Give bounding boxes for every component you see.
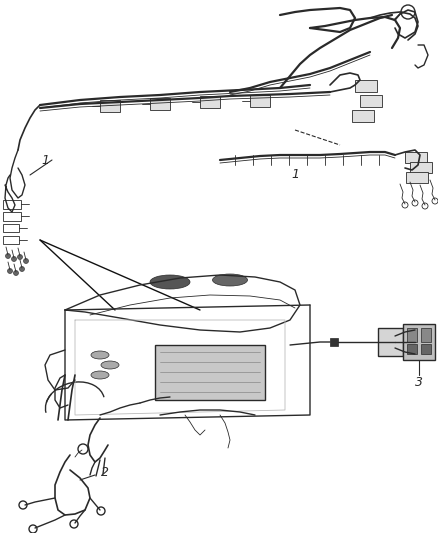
Bar <box>3 200 21 209</box>
Ellipse shape <box>212 274 247 286</box>
Bar <box>3 224 19 232</box>
Bar <box>410 162 432 173</box>
Bar <box>3 236 19 244</box>
Bar <box>421 328 431 342</box>
Text: 1: 1 <box>291 168 299 182</box>
Bar <box>100 100 120 112</box>
Bar <box>378 328 403 356</box>
Bar <box>355 80 377 92</box>
Bar <box>3 212 21 221</box>
Bar <box>150 98 170 110</box>
Circle shape <box>11 256 17 262</box>
Text: 1: 1 <box>41 154 49 166</box>
Bar <box>406 172 428 183</box>
Bar <box>200 96 220 108</box>
Bar <box>250 95 270 107</box>
Ellipse shape <box>91 371 109 379</box>
Bar <box>405 152 427 163</box>
Ellipse shape <box>150 275 190 289</box>
Text: 2: 2 <box>101 466 109 480</box>
Bar <box>403 324 435 360</box>
Circle shape <box>24 259 28 263</box>
Circle shape <box>6 254 11 259</box>
Bar <box>155 345 265 400</box>
Bar <box>421 344 431 354</box>
Bar <box>407 328 417 342</box>
Bar <box>352 110 374 122</box>
Bar <box>407 344 417 354</box>
Ellipse shape <box>101 361 119 369</box>
Circle shape <box>18 254 22 260</box>
Circle shape <box>7 269 13 273</box>
Bar <box>330 338 338 346</box>
Ellipse shape <box>91 351 109 359</box>
Text: 3: 3 <box>415 376 423 389</box>
Circle shape <box>20 266 25 271</box>
Bar <box>360 95 382 107</box>
Circle shape <box>14 271 18 276</box>
